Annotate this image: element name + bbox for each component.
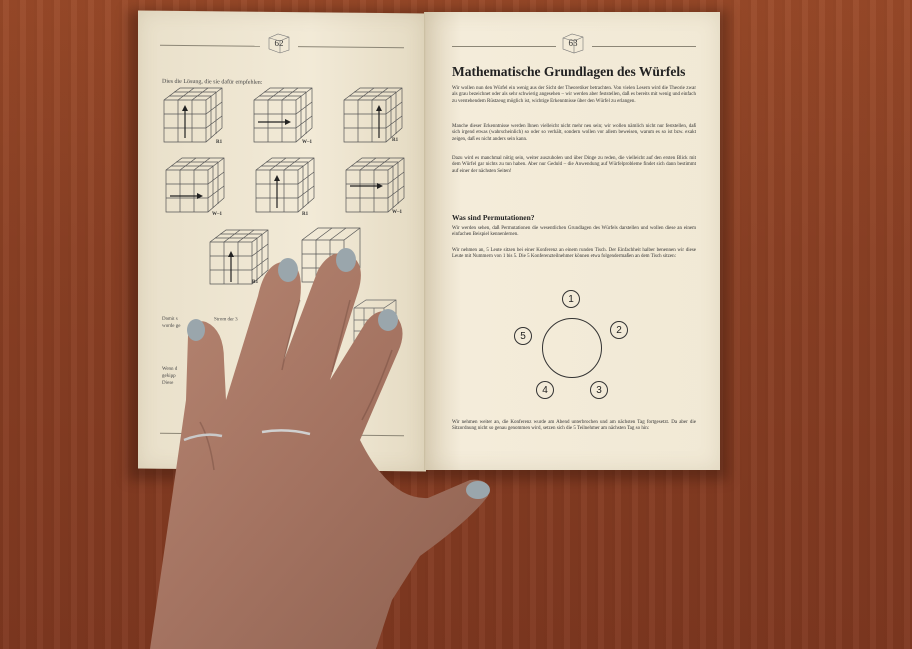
cube-diagram-right-arrow	[345, 157, 405, 213]
ring-icon	[183, 433, 223, 442]
ring-icon	[261, 429, 311, 436]
body-paragraph: Manche dieser Erkenntnisse werden Ihnen …	[452, 124, 696, 142]
body-paragraph: Wir wollen nun den Würfel ein wenig aus …	[452, 86, 696, 104]
move-label: R1	[252, 280, 259, 285]
round-table-diagram	[542, 318, 602, 378]
move-label: W–1	[392, 210, 402, 215]
fingernail	[278, 258, 298, 282]
header-rule-right	[592, 46, 696, 47]
cube-diagram-right-arrow	[253, 87, 313, 143]
cube-diagram-up-arrow	[255, 157, 315, 213]
page-number-cube-icon: 62	[266, 32, 292, 54]
left-page: 62 Dies die Lösung, die sie dafür empfeh…	[138, 10, 426, 472]
cube-diagram-up-arrow	[343, 87, 403, 143]
header-rule-left	[452, 46, 556, 47]
seat-marker: 1	[562, 290, 580, 308]
move-label: R1	[392, 138, 399, 143]
seat-marker: 4	[536, 381, 554, 399]
fingernail	[378, 309, 398, 331]
move-label: W–1	[212, 212, 222, 217]
seat-marker: 5	[514, 327, 532, 345]
body-paragraph: Dazu wird es manchmal nötig sein, weiter…	[452, 156, 696, 174]
section-heading: Was sind Permutationen?	[452, 213, 535, 222]
move-label: W–1	[302, 140, 312, 145]
chapter-title: Mathematische Grundlagen des Würfels	[452, 64, 686, 79]
page-number-63: 63	[568, 38, 578, 48]
body-paragraph: Wir werden sehen, daß Permutationen die …	[452, 226, 696, 238]
fingernail	[336, 248, 356, 272]
hand-skin	[150, 253, 489, 649]
seat-marker: 3	[590, 381, 608, 399]
move-label: R1	[302, 212, 309, 217]
cube-diagram-right-arrow	[165, 157, 225, 213]
cube-diagram-up-arrow	[163, 87, 223, 143]
cube-diagram-up-arrow	[209, 229, 269, 285]
page-number-cube-icon: 63	[560, 32, 586, 54]
seat-marker: 2	[610, 321, 628, 339]
body-paragraph: Wir nehmen weiter an, die Konferenz wurd…	[452, 420, 696, 432]
move-label: R1	[216, 140, 223, 145]
thumbnail	[466, 481, 490, 499]
fingernail	[187, 319, 205, 341]
body-paragraph: Wir nehmen an, 5 Leute sitzen bei einer …	[452, 248, 696, 260]
right-page	[426, 12, 720, 470]
